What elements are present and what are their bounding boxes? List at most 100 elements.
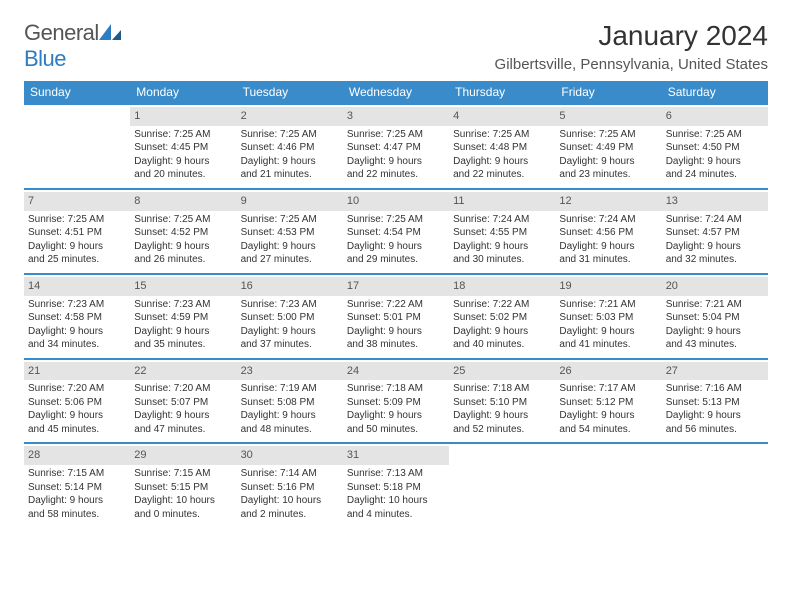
cell-line: and 38 minutes. bbox=[347, 338, 445, 352]
cell-line: Daylight: 9 hours bbox=[453, 409, 551, 423]
cell-line: Daylight: 10 hours bbox=[347, 494, 445, 508]
cell-line: Sunrise: 7:23 AM bbox=[134, 298, 232, 312]
cell-line: Sunrise: 7:13 AM bbox=[347, 467, 445, 481]
cell-line: Sunset: 4:56 PM bbox=[559, 226, 657, 240]
cell-line: and 40 minutes. bbox=[453, 338, 551, 352]
brand-word-2: Blue bbox=[24, 46, 66, 71]
calendar-cell: 15Sunrise: 7:23 AMSunset: 4:59 PMDayligh… bbox=[130, 274, 236, 359]
day-number: 30 bbox=[237, 446, 343, 465]
cell-line: Daylight: 9 hours bbox=[347, 409, 445, 423]
calendar-head: SundayMondayTuesdayWednesdayThursdayFrid… bbox=[24, 81, 768, 104]
cell-line: Daylight: 9 hours bbox=[559, 325, 657, 339]
cell-line: and 20 minutes. bbox=[134, 168, 232, 182]
cell-line: Sunset: 4:53 PM bbox=[241, 226, 339, 240]
cell-line: Daylight: 9 hours bbox=[453, 325, 551, 339]
cell-line: Sunset: 5:07 PM bbox=[134, 396, 232, 410]
cell-line: Daylight: 9 hours bbox=[134, 409, 232, 423]
day-number: 11 bbox=[449, 192, 555, 211]
cell-line: Daylight: 10 hours bbox=[241, 494, 339, 508]
cell-line: Sunset: 5:06 PM bbox=[28, 396, 126, 410]
cell-line: Daylight: 9 hours bbox=[666, 325, 764, 339]
cell-line: and 24 minutes. bbox=[666, 168, 764, 182]
cell-line: Sunset: 5:02 PM bbox=[453, 311, 551, 325]
calendar-cell: 20Sunrise: 7:21 AMSunset: 5:04 PMDayligh… bbox=[662, 274, 768, 359]
cell-line: Sunset: 5:03 PM bbox=[559, 311, 657, 325]
calendar-cell: 16Sunrise: 7:23 AMSunset: 5:00 PMDayligh… bbox=[237, 274, 343, 359]
location-subtitle: Gilbertsville, Pennsylvania, United Stat… bbox=[495, 56, 768, 73]
cell-line: Sunset: 5:01 PM bbox=[347, 311, 445, 325]
cell-line: Daylight: 9 hours bbox=[28, 240, 126, 254]
cell-line: Sunrise: 7:18 AM bbox=[347, 382, 445, 396]
cell-line: Daylight: 9 hours bbox=[347, 155, 445, 169]
calendar-week-row: 1Sunrise: 7:25 AMSunset: 4:45 PMDaylight… bbox=[24, 104, 768, 189]
cell-line: Sunset: 5:13 PM bbox=[666, 396, 764, 410]
day-number: 23 bbox=[237, 362, 343, 381]
day-number: 20 bbox=[662, 277, 768, 296]
cell-line: Daylight: 9 hours bbox=[347, 240, 445, 254]
calendar-table: SundayMondayTuesdayWednesdayThursdayFrid… bbox=[24, 81, 768, 527]
cell-line: Sunset: 4:47 PM bbox=[347, 141, 445, 155]
day-header: Tuesday bbox=[237, 81, 343, 104]
cell-line: Sunset: 4:57 PM bbox=[666, 226, 764, 240]
day-number: 14 bbox=[24, 277, 130, 296]
day-number: 26 bbox=[555, 362, 661, 381]
day-number: 21 bbox=[24, 362, 130, 381]
cell-line: Daylight: 9 hours bbox=[241, 325, 339, 339]
day-header: Sunday bbox=[24, 81, 130, 104]
day-number: 18 bbox=[449, 277, 555, 296]
day-number: 16 bbox=[237, 277, 343, 296]
day-number: 4 bbox=[449, 107, 555, 126]
calendar-cell bbox=[24, 104, 130, 189]
day-number: 31 bbox=[343, 446, 449, 465]
cell-line: and 31 minutes. bbox=[559, 253, 657, 267]
cell-line: Sunrise: 7:21 AM bbox=[559, 298, 657, 312]
cell-line: Daylight: 9 hours bbox=[134, 325, 232, 339]
day-number: 12 bbox=[555, 192, 661, 211]
cell-line: Daylight: 9 hours bbox=[666, 240, 764, 254]
cell-line: Daylight: 9 hours bbox=[666, 155, 764, 169]
cell-line: Sunrise: 7:25 AM bbox=[134, 128, 232, 142]
cell-line: and 35 minutes. bbox=[134, 338, 232, 352]
calendar-cell: 27Sunrise: 7:16 AMSunset: 5:13 PMDayligh… bbox=[662, 359, 768, 444]
cell-line: Sunset: 5:12 PM bbox=[559, 396, 657, 410]
cell-line: Sunrise: 7:14 AM bbox=[241, 467, 339, 481]
calendar-cell: 25Sunrise: 7:18 AMSunset: 5:10 PMDayligh… bbox=[449, 359, 555, 444]
calendar-cell: 11Sunrise: 7:24 AMSunset: 4:55 PMDayligh… bbox=[449, 189, 555, 274]
cell-line: and 26 minutes. bbox=[134, 253, 232, 267]
day-number: 10 bbox=[343, 192, 449, 211]
cell-line: and 22 minutes. bbox=[453, 168, 551, 182]
day-number: 29 bbox=[130, 446, 236, 465]
cell-line: Sunset: 5:15 PM bbox=[134, 481, 232, 495]
cell-line: Daylight: 9 hours bbox=[241, 240, 339, 254]
cell-line: and 29 minutes. bbox=[347, 253, 445, 267]
cell-line: and 30 minutes. bbox=[453, 253, 551, 267]
calendar-cell: 13Sunrise: 7:24 AMSunset: 4:57 PMDayligh… bbox=[662, 189, 768, 274]
cell-line: and 54 minutes. bbox=[559, 423, 657, 437]
calendar-cell: 7Sunrise: 7:25 AMSunset: 4:51 PMDaylight… bbox=[24, 189, 130, 274]
cell-line: Sunset: 4:46 PM bbox=[241, 141, 339, 155]
cell-line: and 47 minutes. bbox=[134, 423, 232, 437]
calendar-cell: 5Sunrise: 7:25 AMSunset: 4:49 PMDaylight… bbox=[555, 104, 661, 189]
cell-line: Daylight: 9 hours bbox=[559, 155, 657, 169]
cell-line: and 41 minutes. bbox=[559, 338, 657, 352]
cell-line: Sunrise: 7:25 AM bbox=[559, 128, 657, 142]
calendar-cell: 26Sunrise: 7:17 AMSunset: 5:12 PMDayligh… bbox=[555, 359, 661, 444]
day-number: 17 bbox=[343, 277, 449, 296]
calendar-cell: 4Sunrise: 7:25 AMSunset: 4:48 PMDaylight… bbox=[449, 104, 555, 189]
cell-line: Daylight: 10 hours bbox=[134, 494, 232, 508]
calendar-cell: 6Sunrise: 7:25 AMSunset: 4:50 PMDaylight… bbox=[662, 104, 768, 189]
day-number: 19 bbox=[555, 277, 661, 296]
day-number: 9 bbox=[237, 192, 343, 211]
day-number: 5 bbox=[555, 107, 661, 126]
cell-line: Sunset: 5:00 PM bbox=[241, 311, 339, 325]
day-header: Wednesday bbox=[343, 81, 449, 104]
day-number: 24 bbox=[343, 362, 449, 381]
cell-line: Sunrise: 7:16 AM bbox=[666, 382, 764, 396]
calendar-cell: 1Sunrise: 7:25 AMSunset: 4:45 PMDaylight… bbox=[130, 104, 236, 189]
calendar-cell: 3Sunrise: 7:25 AMSunset: 4:47 PMDaylight… bbox=[343, 104, 449, 189]
calendar-week-row: 21Sunrise: 7:20 AMSunset: 5:06 PMDayligh… bbox=[24, 359, 768, 444]
cell-line: Sunset: 5:14 PM bbox=[28, 481, 126, 495]
cell-line: Sunrise: 7:22 AM bbox=[453, 298, 551, 312]
cell-line: Daylight: 9 hours bbox=[453, 240, 551, 254]
cell-line: Sunset: 5:09 PM bbox=[347, 396, 445, 410]
